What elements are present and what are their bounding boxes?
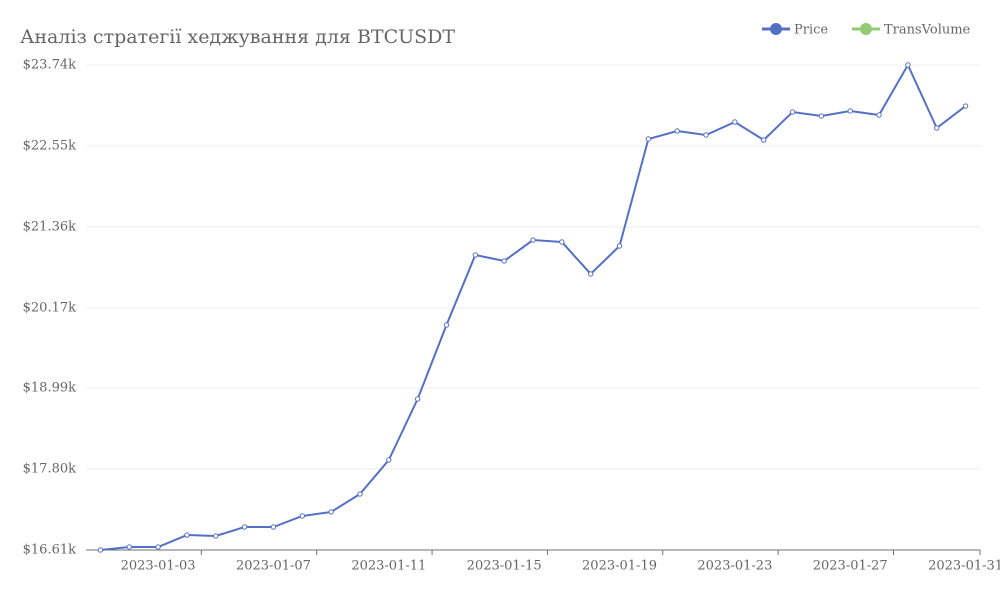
x-tick-label: 2023-01-31 — [928, 559, 1000, 574]
point — [443, 322, 450, 328]
y-tick-label: $17.80k — [23, 462, 76, 477]
point — [876, 112, 882, 118]
x-tick-label: 2023-01-15 — [467, 559, 542, 574]
point — [530, 237, 536, 243]
point — [616, 243, 623, 249]
x-tick-label: 2023-01-27 — [813, 559, 888, 574]
point — [386, 457, 392, 463]
point — [645, 136, 652, 142]
point — [934, 125, 940, 131]
point — [270, 524, 277, 530]
y-tick-label: $20.17k — [23, 300, 76, 315]
point — [962, 103, 969, 109]
point — [472, 252, 479, 258]
point — [847, 108, 853, 114]
y-tick-label: $22.55k — [23, 138, 76, 153]
point — [703, 132, 709, 138]
x-tick-label: 2023-01-07 — [236, 559, 311, 574]
chart-title: Аналіз стратегії хеджування для BTCUSDT — [20, 26, 455, 48]
point — [357, 491, 363, 497]
point — [501, 258, 507, 264]
legend-marker — [770, 23, 782, 35]
y-tick-label: $16.61k — [23, 543, 76, 558]
point — [126, 544, 132, 550]
legend-label: Price — [794, 23, 828, 38]
x-tick-label: 2023-01-23 — [697, 559, 772, 574]
point — [213, 533, 219, 539]
x-tick-label: 2023-01-11 — [351, 559, 426, 574]
point — [674, 128, 680, 134]
point — [328, 509, 334, 515]
point — [559, 239, 565, 245]
point — [184, 532, 190, 538]
y-tick-label: $21.36k — [23, 219, 76, 234]
point — [732, 119, 738, 125]
x-tick-label: 2023-01-03 — [121, 559, 196, 574]
point — [299, 513, 305, 519]
point — [818, 113, 825, 119]
y-tick-label: $23.74k — [23, 58, 76, 73]
x-tick-label: 2023-01-19 — [582, 559, 657, 574]
point — [761, 137, 767, 143]
point — [414, 396, 421, 402]
point — [905, 62, 911, 68]
point — [789, 109, 796, 115]
legend-marker — [860, 23, 872, 35]
point — [97, 547, 104, 553]
y-tick-label: $18.99k — [23, 381, 76, 396]
point — [155, 544, 161, 550]
point — [241, 524, 248, 530]
legend-label: TransVolume — [884, 23, 971, 38]
point — [587, 271, 594, 277]
